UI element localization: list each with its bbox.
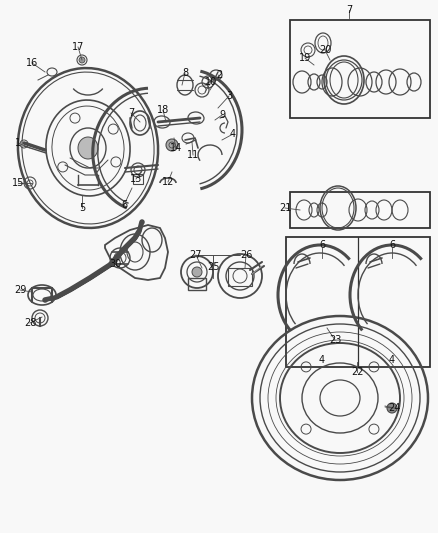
Text: 21: 21 (279, 203, 291, 213)
Text: 28: 28 (24, 318, 36, 328)
Bar (286, 237, 430, 367)
Text: 26: 26 (240, 250, 252, 260)
Text: 20: 20 (319, 45, 331, 55)
Text: 17: 17 (72, 42, 84, 52)
Bar (188, 278, 206, 290)
Bar (290, 20, 430, 118)
Text: 1: 1 (15, 138, 21, 148)
Text: 27: 27 (190, 250, 202, 260)
Text: 29: 29 (14, 285, 26, 295)
Ellipse shape (78, 137, 98, 159)
Bar (228, 268, 252, 286)
Text: 7: 7 (128, 108, 134, 118)
Ellipse shape (192, 267, 202, 277)
Text: 13: 13 (130, 174, 142, 184)
Text: 6: 6 (319, 240, 325, 250)
Ellipse shape (387, 403, 397, 413)
Text: 11: 11 (187, 150, 199, 160)
Text: 16: 16 (26, 58, 38, 68)
Text: 22: 22 (351, 367, 363, 377)
Text: 24: 24 (388, 403, 400, 413)
Ellipse shape (166, 139, 178, 151)
Text: 4: 4 (389, 355, 395, 365)
Bar (290, 192, 430, 228)
Text: 6: 6 (389, 240, 395, 250)
Text: 10: 10 (205, 77, 217, 87)
Text: 8: 8 (182, 68, 188, 78)
Text: 30: 30 (109, 259, 121, 269)
Text: 7: 7 (346, 5, 352, 15)
Text: 4: 4 (319, 355, 325, 365)
Ellipse shape (79, 57, 85, 63)
Text: 12: 12 (162, 177, 174, 187)
Text: 9: 9 (219, 110, 225, 120)
Text: 6: 6 (121, 200, 127, 210)
Text: 18: 18 (157, 105, 169, 115)
Text: 4: 4 (230, 129, 236, 139)
Text: 15: 15 (12, 178, 24, 188)
Text: 23: 23 (329, 335, 341, 345)
Text: 19: 19 (299, 53, 311, 63)
Text: 25: 25 (207, 262, 219, 272)
Text: 5: 5 (79, 203, 85, 213)
Bar (133, 174, 143, 184)
Text: 3: 3 (226, 91, 232, 101)
Text: 2: 2 (216, 70, 222, 80)
Text: 14: 14 (170, 143, 182, 153)
